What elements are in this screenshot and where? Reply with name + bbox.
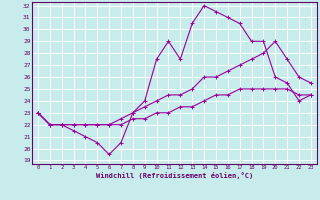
X-axis label: Windchill (Refroidissement éolien,°C): Windchill (Refroidissement éolien,°C) [96,172,253,179]
